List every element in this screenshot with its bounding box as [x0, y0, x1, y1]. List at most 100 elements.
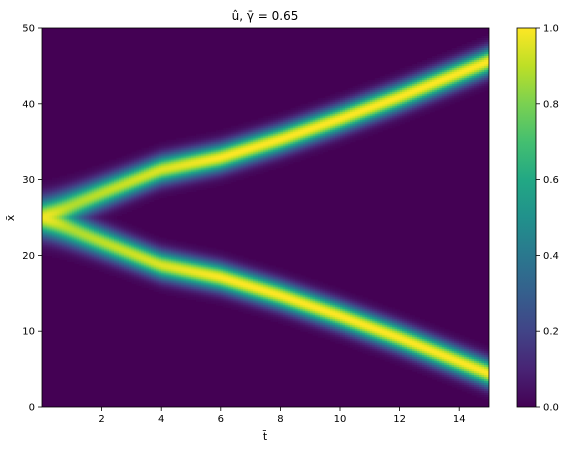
heatmap-cell — [161, 255, 165, 258]
heatmap-cell — [81, 263, 85, 266]
heatmap-cell — [114, 195, 118, 199]
heatmap-cell — [193, 247, 197, 251]
heatmap-cell — [42, 253, 46, 256]
heatmap-cell — [131, 205, 135, 209]
heatmap-cell — [104, 221, 108, 225]
heatmap-cell — [218, 267, 222, 270]
heatmap-cell — [79, 225, 83, 229]
heatmap-cell — [171, 289, 175, 292]
heatmap-cell — [71, 197, 75, 201]
heatmap-cell — [89, 265, 93, 268]
heatmap-cell — [161, 159, 165, 163]
heatmap-cell — [71, 241, 75, 245]
heatmap-cell — [203, 187, 207, 191]
heatmap-cell — [128, 233, 132, 237]
heatmap-cell — [195, 149, 200, 153]
heatmap-cell — [208, 253, 212, 256]
heatmap-cell — [156, 159, 160, 163]
heatmap-cell — [96, 241, 100, 245]
heatmap-cell — [74, 219, 78, 223]
heatmap-cell — [178, 187, 182, 191]
heatmap-cell — [86, 203, 90, 207]
heatmap-cell — [81, 249, 85, 253]
heatmap-cell — [148, 185, 152, 189]
heatmap-cell — [171, 275, 175, 278]
heatmap-cell — [44, 243, 48, 247]
heatmap-cell — [101, 251, 105, 254]
heatmap-cell — [168, 253, 172, 256]
heatmap-cell — [181, 257, 185, 260]
heatmap-cell — [111, 181, 115, 185]
heatmap-cell — [153, 277, 157, 280]
heatmap-cell — [104, 225, 108, 229]
heatmap-cell — [161, 277, 165, 280]
heatmap-cell — [79, 261, 83, 264]
heatmap-cell — [121, 201, 125, 205]
heatmap-cell — [54, 223, 58, 227]
heatmap-cell — [121, 179, 125, 183]
heatmap-cell — [123, 165, 128, 169]
heatmap-cell — [191, 169, 195, 173]
heatmap-cell — [84, 251, 88, 254]
heatmap-cell — [64, 223, 68, 227]
heatmap-cell — [220, 275, 224, 278]
heatmap-cell — [156, 269, 160, 272]
heatmap-cell — [153, 185, 157, 189]
heatmap-cell — [220, 271, 224, 274]
heatmap-cell — [188, 245, 192, 249]
heatmap-cell — [183, 257, 187, 260]
heatmap-cell — [210, 139, 214, 143]
heatmap-cell — [183, 249, 187, 253]
heatmap-cell — [176, 163, 180, 167]
heatmap-cell — [156, 145, 160, 149]
heatmap-cell — [158, 273, 162, 276]
heatmap-cell — [186, 175, 190, 179]
heatmap-cell — [44, 183, 48, 187]
heatmap-cell — [198, 291, 202, 294]
heatmap-cell — [213, 301, 217, 304]
heatmap-cell — [123, 169, 128, 173]
heatmap-cell — [183, 137, 187, 141]
heatmap-cell — [61, 223, 65, 227]
heatmap-cell — [81, 213, 85, 217]
heatmap-cell — [181, 279, 185, 282]
heatmap-cell — [146, 275, 150, 278]
heatmap-cell — [151, 247, 155, 251]
heatmap-cell — [74, 189, 78, 193]
heatmap-cell — [218, 161, 222, 165]
heatmap-cell — [99, 195, 103, 199]
heatmap-cell — [64, 193, 68, 197]
heatmap-cell — [126, 259, 130, 262]
heatmap-cell — [86, 195, 90, 199]
heatmap-cell — [59, 229, 63, 233]
heatmap-cell — [156, 197, 160, 201]
heatmap-cell — [188, 169, 192, 173]
heatmap-cell — [111, 227, 115, 231]
heatmap-cell — [146, 163, 150, 167]
heatmap-cell — [205, 171, 209, 175]
heatmap-cell — [104, 177, 108, 181]
heatmap-cell — [188, 143, 192, 147]
heatmap-cell — [111, 175, 115, 179]
heatmap-cell — [84, 173, 88, 177]
heatmap-cell — [131, 201, 135, 205]
heatmap-cell — [79, 229, 83, 233]
heatmap-cell — [128, 199, 132, 203]
heatmap-cell — [79, 221, 83, 225]
heatmap-cell — [176, 259, 180, 262]
heatmap-cell — [106, 197, 110, 201]
heatmap-cell — [69, 185, 73, 189]
heatmap-cell — [79, 169, 83, 173]
heatmap-cell — [91, 205, 95, 209]
heatmap-cell — [76, 255, 80, 258]
heatmap-cell — [195, 263, 200, 266]
heatmap-cell — [163, 175, 167, 179]
heatmap-cell — [210, 143, 214, 147]
heatmap-cell — [181, 269, 185, 272]
heatmap-cell — [203, 143, 207, 147]
heatmap-cell — [56, 185, 60, 189]
heatmap-cell — [46, 249, 51, 253]
heatmap-cell — [64, 209, 68, 213]
heatmap-cell — [116, 213, 120, 217]
heatmap-cell — [181, 243, 185, 247]
